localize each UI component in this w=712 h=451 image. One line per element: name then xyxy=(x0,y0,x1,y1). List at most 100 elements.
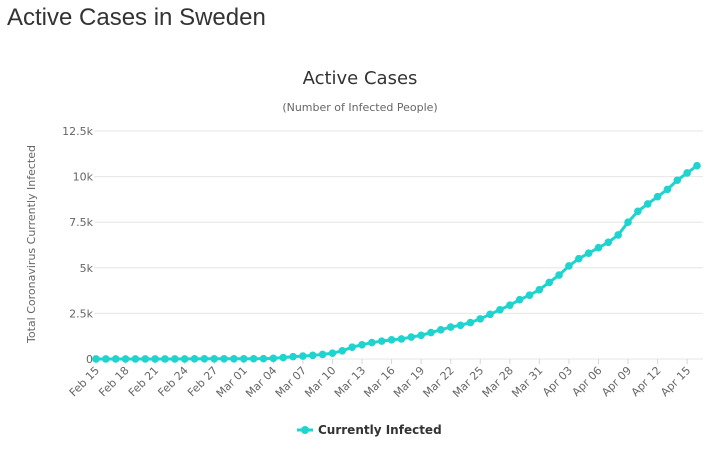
x-tick-label: Mar 25 xyxy=(450,364,486,400)
data-point[interactable] xyxy=(299,352,307,360)
chart-subtitle: (Number of Infected People) xyxy=(282,101,437,114)
data-point[interactable] xyxy=(102,355,110,363)
data-point[interactable] xyxy=(289,352,297,361)
data-point[interactable] xyxy=(348,343,356,351)
chart-title: Active Cases xyxy=(303,68,418,89)
data-point[interactable] xyxy=(92,355,100,363)
data-point[interactable] xyxy=(663,185,672,194)
data-point[interactable] xyxy=(673,176,682,185)
data-point[interactable] xyxy=(496,305,504,314)
data-point[interactable] xyxy=(318,350,327,359)
data-point[interactable] xyxy=(279,353,287,362)
data-point[interactable] xyxy=(131,355,140,363)
data-point[interactable] xyxy=(614,231,622,239)
x-tick-label: Mar 28 xyxy=(480,364,516,400)
data-point[interactable] xyxy=(515,295,524,304)
data-point[interactable] xyxy=(604,238,613,247)
data-point[interactable] xyxy=(653,192,662,201)
data-point[interactable] xyxy=(584,249,593,258)
data-point[interactable] xyxy=(555,271,563,279)
data-point[interactable] xyxy=(693,161,701,170)
data-point[interactable] xyxy=(190,355,199,363)
data-point[interactable] xyxy=(220,354,228,363)
data-point[interactable] xyxy=(476,315,485,323)
y-tick-label: 12.5k xyxy=(62,125,93,138)
x-tick-label: Apr 12 xyxy=(629,364,664,399)
data-point[interactable] xyxy=(230,354,238,363)
data-point[interactable] xyxy=(634,207,642,216)
data-point[interactable] xyxy=(545,278,554,287)
y-tick-label: 2.5k xyxy=(69,307,93,320)
x-tick-label: Apr 06 xyxy=(570,364,605,399)
data-point[interactable] xyxy=(446,323,455,331)
data-point[interactable] xyxy=(161,355,169,363)
data-point[interactable] xyxy=(338,346,347,355)
series-line xyxy=(96,164,698,361)
data-point[interactable] xyxy=(486,310,494,319)
legend[interactable]: Currently Infected xyxy=(297,423,442,437)
data-point[interactable] xyxy=(269,354,278,363)
page-heading: Active Cases in Sweden xyxy=(7,4,266,31)
x-tick-label: Mar 01 xyxy=(214,364,250,400)
data-point[interactable] xyxy=(417,331,425,340)
data-point[interactable] xyxy=(171,355,179,363)
data-point[interactable] xyxy=(525,291,534,299)
y-tick-label: 10k xyxy=(73,171,94,184)
data-point[interactable] xyxy=(121,355,130,363)
y-tick-label: 0 xyxy=(86,353,93,366)
data-point[interactable] xyxy=(397,335,406,343)
data-point[interactable] xyxy=(387,336,396,344)
data-point[interactable] xyxy=(456,321,465,330)
data-point[interactable] xyxy=(594,243,603,252)
x-tick-label: Mar 19 xyxy=(391,364,427,400)
x-tick-label: Apr 15 xyxy=(658,364,693,399)
x-tick-label: Feb 15 xyxy=(67,364,102,399)
y-tick-label: 5k xyxy=(80,262,94,275)
data-point[interactable] xyxy=(328,349,337,357)
x-tick-label: Mar 07 xyxy=(273,364,309,400)
y-axis-ticks: 0 2.5k 5k 7.5k 10k 12.5k xyxy=(62,125,93,366)
data-point[interactable] xyxy=(111,355,120,363)
x-tick-label: Mar 04 xyxy=(243,364,279,400)
data-point[interactable] xyxy=(466,318,475,327)
data-point[interactable] xyxy=(506,301,514,309)
data-point[interactable] xyxy=(249,354,258,363)
x-tick-label: Feb 18 xyxy=(96,364,131,399)
y-tick-label: 7.5k xyxy=(69,216,93,229)
data-point[interactable] xyxy=(259,354,268,363)
x-tick-label: Mar 31 xyxy=(509,364,545,400)
data-point[interactable] xyxy=(535,285,544,294)
series-currently-infected[interactable] xyxy=(92,161,701,363)
x-tick-label: Mar 16 xyxy=(361,364,397,400)
x-tick-label: Mar 22 xyxy=(421,364,457,400)
x-tick-label: Feb 24 xyxy=(155,364,190,399)
data-point[interactable] xyxy=(210,354,219,363)
legend-marker-symbol xyxy=(301,426,309,434)
data-point[interactable] xyxy=(358,340,366,349)
data-point[interactable] xyxy=(565,262,573,270)
data-point[interactable] xyxy=(200,354,209,363)
x-tick-label: Mar 13 xyxy=(332,364,368,400)
data-point[interactable] xyxy=(624,218,632,226)
data-point[interactable] xyxy=(407,333,416,341)
grid-lines xyxy=(94,130,703,360)
data-point[interactable] xyxy=(239,354,248,363)
x-tick-label: Feb 27 xyxy=(185,364,220,399)
legend-item-currently-infected[interactable]: Currently Infected xyxy=(318,423,442,437)
data-point[interactable] xyxy=(643,200,652,208)
data-point[interactable] xyxy=(151,355,159,363)
data-point[interactable] xyxy=(180,355,189,363)
data-point[interactable] xyxy=(574,254,583,263)
data-point[interactable] xyxy=(368,338,376,347)
data-point[interactable] xyxy=(308,351,317,360)
data-point[interactable] xyxy=(683,169,691,177)
data-point[interactable] xyxy=(427,328,435,337)
data-point[interactable] xyxy=(141,355,150,363)
x-tick-label: Feb 21 xyxy=(126,364,161,399)
data-point[interactable] xyxy=(437,326,445,334)
x-tick-label: Apr 03 xyxy=(540,364,575,399)
x-tick-label: Mar 10 xyxy=(302,364,338,400)
data-point[interactable] xyxy=(377,337,386,345)
